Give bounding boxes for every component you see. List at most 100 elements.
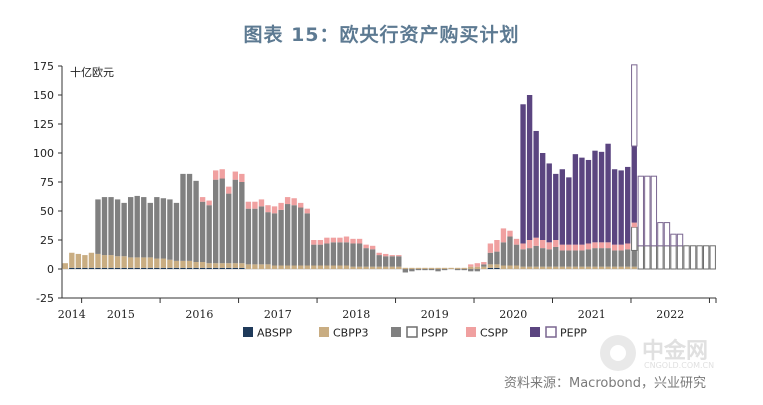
x-tick-label: 2019 bbox=[421, 308, 449, 321]
bar-cbpp3 bbox=[95, 253, 101, 268]
bar-abspp bbox=[239, 267, 245, 269]
bar-abspp bbox=[219, 267, 225, 269]
bar-cbpp3 bbox=[559, 266, 565, 269]
bar-cspp bbox=[291, 198, 297, 206]
bar-pspp bbox=[507, 236, 513, 266]
bar-pepp-forecast bbox=[657, 222, 664, 247]
bar-cspp bbox=[278, 202, 284, 210]
bar-cbpp3 bbox=[186, 260, 193, 268]
bar-cspp bbox=[245, 201, 252, 209]
legend-label: CBPP3 bbox=[333, 327, 369, 340]
bar-pspp bbox=[173, 202, 180, 261]
bar-cbpp3 bbox=[147, 257, 153, 268]
watermark-subtext: CNGOLD.COM.CN bbox=[644, 361, 715, 370]
bar-cbpp3 bbox=[291, 265, 297, 269]
bar-pepp bbox=[533, 130, 539, 238]
bar-cbpp3 bbox=[114, 256, 121, 268]
legend-label: PSPP bbox=[421, 327, 448, 340]
bar-cbpp3 bbox=[396, 266, 402, 269]
bar-cbpp3 bbox=[173, 260, 180, 268]
bar-pspp-forecast bbox=[657, 245, 664, 270]
bar-pspp bbox=[474, 269, 480, 272]
bar-cspp bbox=[343, 236, 350, 243]
bar-cbpp3 bbox=[330, 265, 337, 269]
bar-cbpp3 bbox=[468, 266, 474, 269]
bar-pspp bbox=[134, 195, 140, 258]
bar-abspp bbox=[173, 267, 180, 269]
bar-pepp bbox=[566, 177, 572, 245]
legend-swatch bbox=[406, 326, 418, 338]
bar-pepp bbox=[631, 146, 637, 223]
bar-pepp bbox=[579, 157, 585, 245]
y-tick-label: 150 bbox=[33, 89, 54, 102]
bar-pspp bbox=[605, 248, 611, 267]
bar-pspp-forecast bbox=[689, 245, 697, 270]
bar-cspp bbox=[494, 240, 500, 252]
bar-cbpp3 bbox=[448, 267, 454, 269]
bar-pspp bbox=[271, 213, 278, 266]
bar-cbpp3 bbox=[167, 259, 173, 268]
bar-cbpp3 bbox=[82, 255, 88, 268]
bar-cbpp3 bbox=[611, 266, 618, 269]
bar-pspp bbox=[232, 179, 238, 264]
bar-cbpp3 bbox=[219, 263, 225, 268]
bar-cspp bbox=[284, 197, 291, 205]
bar-cbpp3 bbox=[108, 255, 114, 268]
bar-cbpp3 bbox=[160, 258, 167, 268]
bar-pepp bbox=[553, 173, 559, 240]
bar-cbpp3 bbox=[206, 263, 212, 268]
bar-cbpp3 bbox=[134, 257, 140, 268]
bar-pspp bbox=[337, 242, 343, 266]
bar-pepp-forecast bbox=[644, 175, 651, 247]
bar-cbpp3 bbox=[383, 266, 389, 269]
bar-pspp bbox=[383, 256, 389, 267]
x-tick-label: 2016 bbox=[185, 308, 213, 321]
bar-pepp-forecast bbox=[663, 222, 671, 247]
bar-pspp bbox=[579, 250, 585, 267]
bar-cspp bbox=[553, 240, 559, 247]
bar-cbpp3 bbox=[441, 267, 448, 269]
bar-pspp bbox=[481, 264, 487, 267]
bar-pspp bbox=[180, 173, 186, 261]
bar-cspp bbox=[369, 245, 376, 250]
bar-cbpp3 bbox=[592, 266, 598, 269]
bar-abspp bbox=[186, 267, 193, 269]
bar-cspp bbox=[350, 238, 356, 244]
bar-pspp bbox=[409, 269, 415, 272]
bar-abspp bbox=[180, 267, 186, 269]
bar-pspp bbox=[572, 250, 579, 267]
bar-pspp bbox=[121, 202, 127, 257]
bar-cbpp3 bbox=[376, 266, 382, 269]
bar-cspp bbox=[330, 237, 337, 243]
source-note: 资料来源：Macrobond，兴业研究 bbox=[504, 376, 707, 391]
bar-cbpp3 bbox=[127, 257, 134, 268]
bar-pspp bbox=[330, 242, 337, 266]
bar-cbpp3 bbox=[474, 266, 480, 269]
bar-abspp bbox=[206, 267, 212, 269]
bar-cspp bbox=[585, 243, 592, 250]
bar-pspp bbox=[415, 269, 422, 271]
bar-abspp bbox=[147, 267, 153, 269]
chart-title: 图表 15：欧央行资产购买计划 bbox=[243, 24, 520, 46]
bar-pspp bbox=[461, 269, 467, 271]
bar-cspp bbox=[546, 242, 552, 250]
bar-pspp bbox=[520, 249, 526, 267]
bar-abspp bbox=[494, 267, 500, 269]
bar-cbpp3 bbox=[487, 264, 494, 268]
bar-pspp bbox=[291, 205, 297, 266]
y-tick-label: 75 bbox=[40, 176, 54, 189]
legend-swatch bbox=[530, 327, 540, 337]
bar-pspp bbox=[317, 244, 324, 266]
bar-pspp bbox=[206, 205, 212, 264]
bar-pspp-forecast bbox=[670, 245, 677, 270]
bar-abspp bbox=[232, 267, 238, 269]
bar-cbpp3 bbox=[245, 264, 252, 269]
bar-pepp-forecast bbox=[676, 233, 684, 247]
bar-cspp bbox=[566, 244, 572, 251]
bar-cspp bbox=[481, 262, 487, 265]
bar-cbpp3 bbox=[226, 263, 232, 268]
bar-abspp bbox=[213, 267, 219, 269]
bar-cspp bbox=[618, 244, 624, 251]
bar-cbpp3 bbox=[265, 264, 271, 269]
